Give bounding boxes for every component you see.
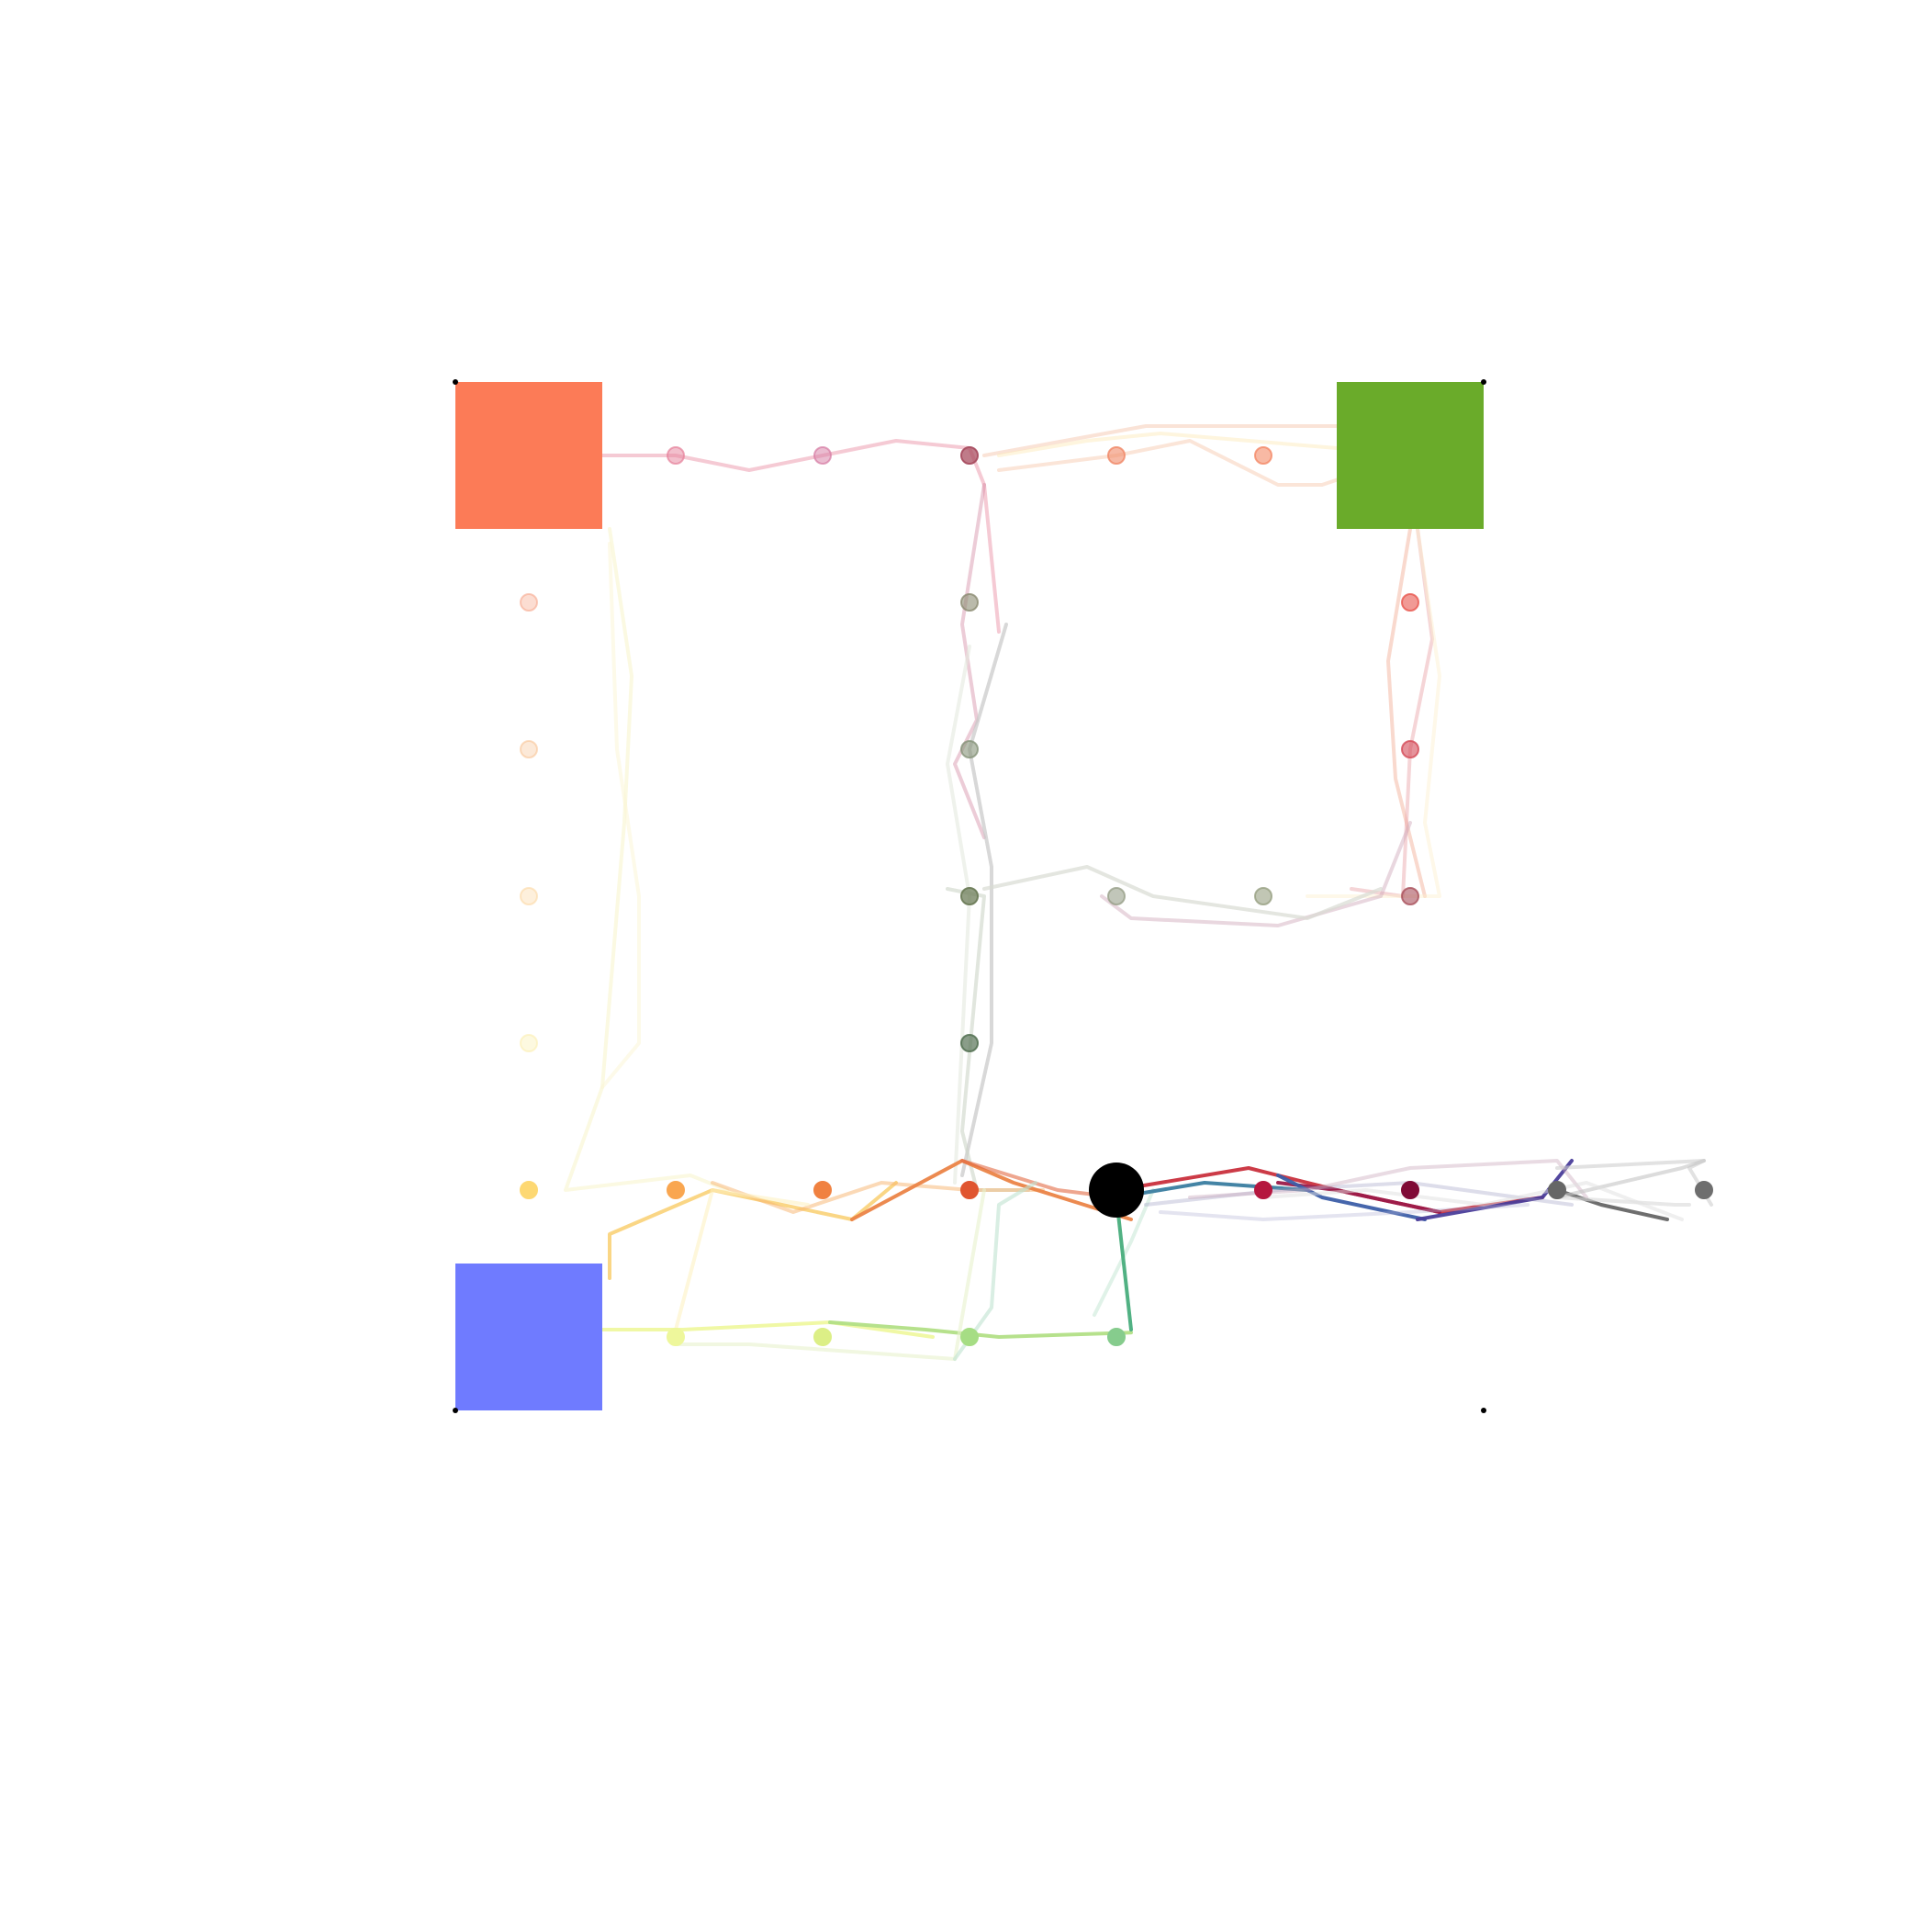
visit-marker-28 bbox=[813, 1328, 832, 1346]
visit-marker-1 bbox=[667, 446, 685, 465]
cell-visit-markers bbox=[520, 446, 1713, 1346]
visit-marker-26 bbox=[1695, 1181, 1713, 1199]
visit-marker-11 bbox=[1401, 740, 1419, 758]
trajectory-line-34 bbox=[1159, 1203, 1530, 1221]
trajectory-line-19 bbox=[850, 1159, 1133, 1221]
visit-marker-6 bbox=[520, 593, 538, 612]
corner-markers bbox=[453, 379, 1486, 1413]
visit-marker-20 bbox=[667, 1181, 685, 1199]
trajectory-line-11 bbox=[982, 865, 1383, 920]
trajectory-line-33 bbox=[1144, 1181, 1574, 1207]
corner-marker-1 bbox=[453, 379, 458, 385]
trajectory-line-30 bbox=[1276, 1174, 1427, 1221]
trajectory-line-37 bbox=[1555, 1196, 1691, 1207]
visit-marker-7 bbox=[960, 593, 979, 612]
orange-goal bbox=[455, 382, 602, 529]
visit-marker-4 bbox=[1107, 446, 1126, 465]
trajectory-line-39 bbox=[1261, 1181, 1684, 1221]
trajectory-line-18 bbox=[674, 1188, 810, 1331]
trajectory-line-1 bbox=[600, 439, 1001, 634]
trajectory-line-26 bbox=[1115, 1196, 1133, 1331]
visit-marker-2 bbox=[813, 446, 832, 465]
corner-marker-3 bbox=[453, 1408, 458, 1413]
visit-marker-12 bbox=[520, 887, 538, 905]
visit-marker-15 bbox=[1254, 887, 1272, 905]
goal-squares bbox=[455, 382, 1484, 1410]
trajectory-line-29 bbox=[1115, 1181, 1309, 1199]
visit-marker-25 bbox=[1548, 1181, 1566, 1199]
trajectory-line-15 bbox=[600, 542, 641, 1089]
visit-marker-21 bbox=[813, 1181, 832, 1199]
visit-marker-30 bbox=[1107, 1328, 1126, 1346]
corner-marker-2 bbox=[1481, 379, 1486, 385]
visit-marker-9 bbox=[520, 740, 538, 758]
trajectory-line-8 bbox=[1306, 527, 1441, 898]
trajectory-line-23 bbox=[674, 1188, 986, 1361]
visit-marker-13 bbox=[960, 887, 979, 905]
trajectory-line-21 bbox=[600, 1320, 935, 1339]
agent bbox=[1089, 1163, 1144, 1218]
trajectory-line-25 bbox=[1093, 1188, 1155, 1317]
visit-marker-19 bbox=[520, 1181, 538, 1199]
trajectory-line-31 bbox=[1416, 1159, 1574, 1221]
blue-goal bbox=[455, 1264, 602, 1410]
visit-marker-16 bbox=[1401, 887, 1419, 905]
visit-marker-5 bbox=[1254, 446, 1272, 465]
visit-marker-18 bbox=[960, 1034, 979, 1052]
visit-marker-27 bbox=[667, 1328, 685, 1346]
green-goal bbox=[1337, 382, 1484, 529]
visit-marker-22 bbox=[960, 1181, 979, 1199]
visit-marker-10 bbox=[960, 740, 979, 758]
corner-marker-4 bbox=[1481, 1408, 1486, 1413]
trajectory-line-6 bbox=[1386, 527, 1427, 898]
visit-marker-24 bbox=[1401, 1181, 1419, 1199]
visit-marker-3 bbox=[960, 446, 979, 465]
visit-marker-14 bbox=[1107, 887, 1126, 905]
trajectory-line-9 bbox=[1100, 821, 1412, 927]
visit-marker-23 bbox=[1254, 1181, 1272, 1199]
agent-layer bbox=[1089, 1163, 1144, 1218]
trajectory-line-17 bbox=[711, 1181, 1045, 1214]
trajectory-line-10 bbox=[960, 623, 1008, 1177]
visit-marker-8 bbox=[1401, 593, 1419, 612]
visit-marker-29 bbox=[960, 1328, 979, 1346]
visit-marker-17 bbox=[520, 1034, 538, 1052]
